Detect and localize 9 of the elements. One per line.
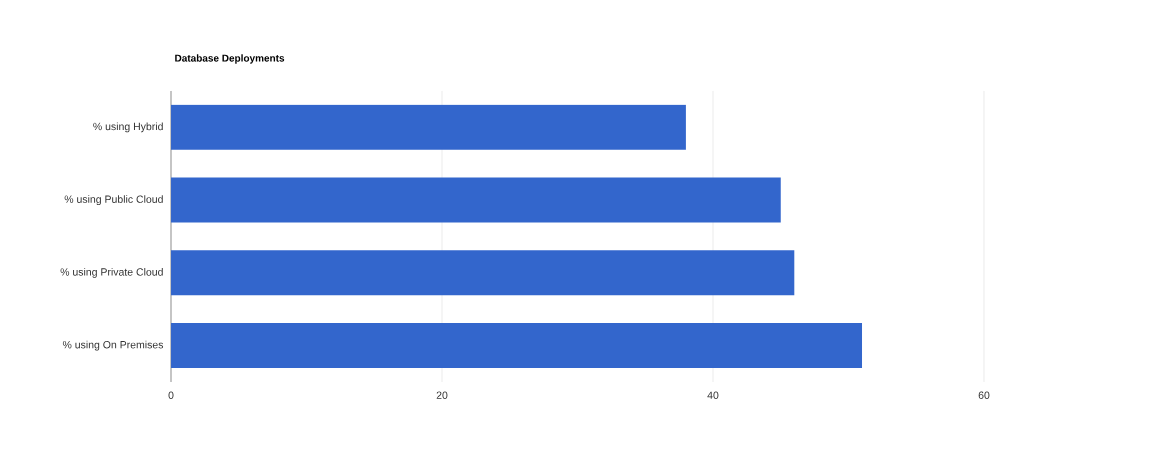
chart-title: Database Deployments	[175, 54, 285, 64]
x-tick-label: 0	[168, 391, 174, 399]
y-tick-label: % using Private Cloud	[60, 267, 163, 278]
y-tick-label: % using Hybrid	[93, 122, 163, 133]
y-tick-label: % using Public Cloud	[64, 195, 163, 206]
x-tick-label: 40	[707, 391, 719, 399]
x-tick-label: 20	[436, 391, 448, 399]
y-tick-label: % using On Premises	[62, 340, 164, 351]
x-tick-label: 60	[978, 391, 990, 399]
